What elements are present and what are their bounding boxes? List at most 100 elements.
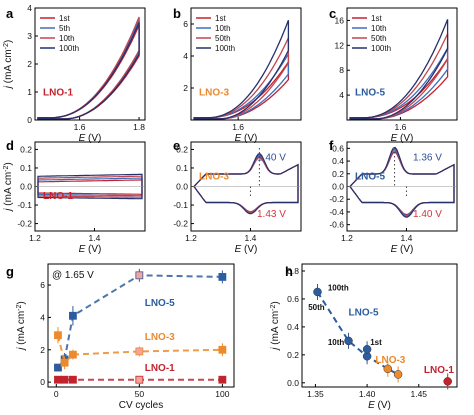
- y-tick-label: 0.6: [287, 294, 299, 304]
- y-tick-label: 0.2: [332, 169, 344, 179]
- peak-annotation: 1.40 V: [413, 209, 442, 220]
- cv-curve-4: [193, 153, 299, 215]
- label-part: E: [79, 244, 86, 255]
- x-tick-label: 1.8: [133, 122, 145, 132]
- peak-annotation: 1.40 V: [257, 153, 286, 164]
- label-part: E: [235, 133, 242, 144]
- y-axis-label: j (mA cm-2): [270, 301, 282, 351]
- series-label: LNO-1: [145, 363, 175, 374]
- y-tick-label: 3: [27, 31, 32, 41]
- label-part: (V): [241, 133, 257, 144]
- series-line: [57, 334, 223, 365]
- y-tick-label: -0.2: [329, 194, 344, 204]
- y-axis-label: j (mA cm-2): [3, 162, 15, 212]
- label-part: (V): [85, 244, 101, 255]
- plot-frame: [346, 7, 458, 121]
- label-part: E: [391, 244, 398, 255]
- legend-entry: 50th: [215, 34, 231, 43]
- x-axis-label: E (V): [235, 133, 258, 144]
- data-point: [69, 350, 77, 359]
- label-part: (mA cm: [3, 172, 14, 209]
- data-point: [218, 375, 227, 384]
- label-part: ): [3, 162, 14, 165]
- y-tick-label: 4: [27, 3, 32, 13]
- plot-frame: [47, 263, 235, 388]
- label-part: j: [16, 347, 27, 352]
- label-part: ): [16, 301, 27, 304]
- legend-entry: 1st: [59, 14, 70, 23]
- label-part: j: [270, 347, 281, 352]
- peak-annotation: 1.36 V: [413, 153, 442, 164]
- y-tick-label: -0.4: [329, 207, 344, 217]
- legend-entry: 100th: [59, 44, 79, 53]
- label-part: (V): [85, 133, 101, 144]
- data-point: [135, 271, 144, 280]
- y-tick-label: 0.0: [332, 182, 344, 192]
- data-point: [393, 370, 403, 379]
- sample-label: LNO-5: [355, 171, 385, 182]
- label-part: CV cycles: [119, 400, 163, 411]
- x-tick-label: 1.2: [185, 233, 197, 243]
- series-label: LNO-3: [145, 332, 175, 343]
- data-point: [54, 331, 62, 340]
- data-point: [135, 347, 144, 356]
- data-point: [135, 375, 144, 384]
- y-tick-label: 0.6: [332, 143, 344, 153]
- label-part: (V): [397, 133, 413, 144]
- x-axis-label: E (V): [391, 133, 414, 144]
- panel-label: g: [6, 264, 14, 279]
- label-part: -2: [270, 305, 277, 311]
- series-label: LNO-5: [145, 298, 175, 309]
- x-tick-label: 50: [135, 389, 145, 399]
- sample-label: LNO-3: [199, 171, 229, 182]
- label-part: (V): [397, 244, 413, 255]
- label-part: E: [235, 244, 242, 255]
- cv-curve-3: [349, 33, 449, 120]
- y-tick-label: 4: [40, 312, 45, 322]
- cv-curve-4: [37, 173, 143, 200]
- series-label: LNO-1: [424, 365, 454, 376]
- label-part: (V): [241, 244, 257, 255]
- x-tick-label: 1.4: [401, 233, 413, 243]
- cv-curve-1: [37, 25, 140, 120]
- data-point: [344, 336, 353, 346]
- data-point: [60, 358, 69, 367]
- x-axis-label: E (V): [79, 133, 102, 144]
- legend-entry: 1st: [371, 14, 382, 23]
- x-tick-label: 0: [54, 389, 59, 399]
- x-axis-label: E (V): [368, 400, 391, 411]
- cv-curve-3: [193, 37, 290, 120]
- label-part: j: [3, 85, 14, 90]
- x-tick-label: 1.6: [74, 122, 86, 132]
- y-tick-label: 0.1: [176, 163, 188, 173]
- panel-label: a: [6, 6, 14, 21]
- data-point: [54, 363, 62, 372]
- data-point: [218, 273, 227, 281]
- y-tick-label: 0.2: [20, 144, 32, 154]
- y-tick-label: 4: [339, 90, 344, 100]
- y-tick-label: 6: [40, 280, 45, 290]
- label-part: (mA cm: [3, 49, 14, 86]
- y-tick-label: 0.0: [287, 378, 299, 388]
- panel-label: d: [6, 138, 14, 153]
- x-tick-label: 1.2: [29, 233, 41, 243]
- y-tick-label: 16: [335, 15, 345, 25]
- cv-curve-2: [37, 19, 140, 120]
- cycle-label: 10th: [328, 338, 345, 347]
- y-tick-label: 0.4: [287, 322, 299, 332]
- label-part: ): [270, 301, 281, 304]
- y-tick-label: 0.2: [287, 350, 299, 360]
- x-tick-label: 1.4: [245, 233, 257, 243]
- plot-frame: [301, 263, 458, 388]
- label-part: -2: [3, 166, 10, 172]
- condition-annotation: @ 1.65 V: [52, 270, 94, 281]
- x-axis-label: E (V): [79, 244, 102, 255]
- plot-frame: [34, 7, 146, 121]
- data-point: [313, 287, 322, 297]
- x-tick-label: 100: [215, 389, 229, 399]
- x-tick-label: 1.4: [89, 233, 101, 243]
- y-tick-label: 8: [339, 65, 344, 75]
- data-point: [218, 345, 227, 354]
- data-point: [69, 375, 77, 384]
- label-part: (V): [375, 400, 391, 411]
